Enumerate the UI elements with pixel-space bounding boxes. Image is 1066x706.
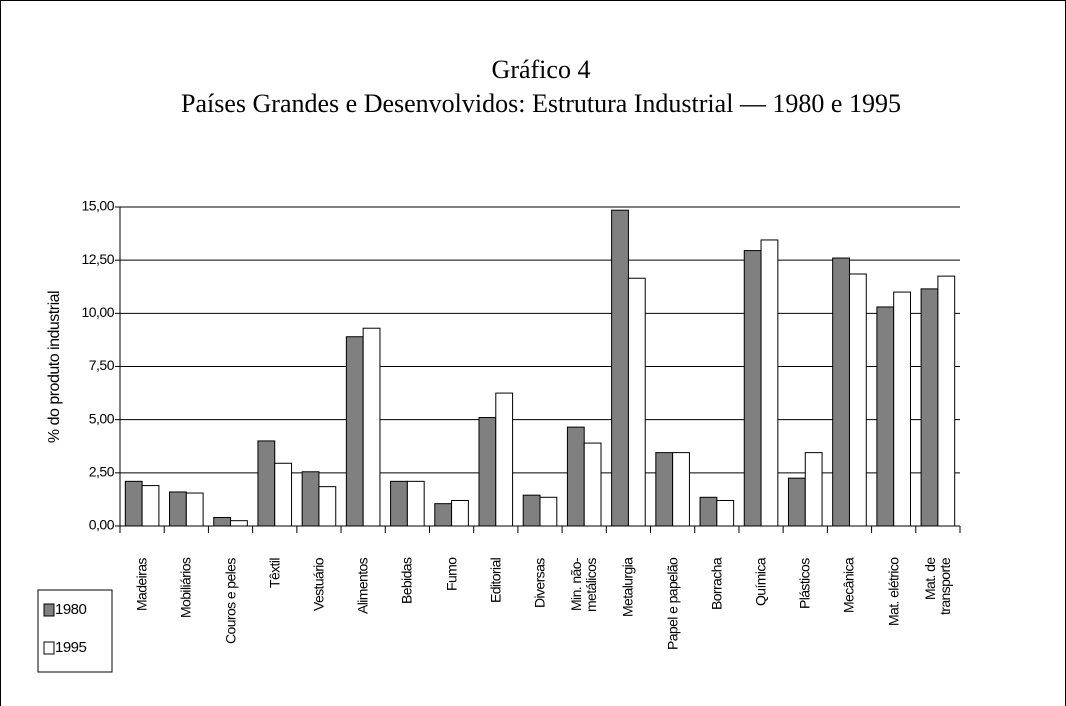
x-tick-label: Couros e peles <box>222 558 239 644</box>
x-tick-label: Mat. de transporte <box>921 558 953 616</box>
bar <box>876 306 895 527</box>
y-axis-label: % do produto industrial <box>46 291 63 443</box>
bar <box>257 440 276 527</box>
x-tick-label: Mecânica <box>840 558 857 614</box>
bar <box>434 503 453 527</box>
x-tick-label: Papel e papelão <box>664 558 681 651</box>
legend-swatch <box>43 603 55 617</box>
y-tick-label: 15,00 <box>81 198 114 214</box>
bar <box>804 452 823 527</box>
bar <box>362 327 381 527</box>
bar <box>213 516 232 527</box>
chart-title: Gráfico 4 <box>492 55 591 84</box>
x-tick-label: Diversas <box>531 558 548 608</box>
y-tick-label: 10,00 <box>81 304 114 320</box>
bar <box>230 520 248 527</box>
bar <box>893 291 911 527</box>
bar <box>495 392 514 527</box>
y-tick-label: 0,00 <box>89 517 115 533</box>
legend-label: 1980 <box>55 601 87 618</box>
bar <box>760 239 779 527</box>
y-tick-label: 7,50 <box>89 357 115 373</box>
bar <box>920 288 939 527</box>
bar <box>583 442 602 527</box>
bar <box>672 452 690 527</box>
x-tick-label: Alimentos <box>354 558 371 615</box>
x-tick-label: Editorial <box>487 558 504 604</box>
bar <box>611 209 629 527</box>
bar <box>124 480 143 527</box>
bar <box>699 496 718 527</box>
bar <box>627 277 646 527</box>
bar <box>655 452 674 527</box>
bar <box>345 336 364 527</box>
bar <box>478 417 497 527</box>
x-tick-label: Mat. elétrico <box>885 558 902 627</box>
x-tick-label: Metalurgia <box>619 558 636 618</box>
bar <box>169 491 187 527</box>
bar <box>390 480 408 527</box>
bar <box>185 492 204 527</box>
bar <box>141 485 160 527</box>
bar <box>318 486 337 527</box>
bar <box>566 426 585 527</box>
y-tick-label: 5,00 <box>89 410 115 426</box>
x-tick-label: Bebidas <box>398 558 415 605</box>
bar <box>274 462 293 527</box>
bar <box>522 494 541 527</box>
x-tick-label: Min. não-metálicos <box>568 558 600 612</box>
x-tick-label: Fumo <box>443 558 460 592</box>
x-tick-label: Plásticos <box>796 558 813 609</box>
x-tick-label: Madeiras <box>133 558 150 611</box>
bar <box>451 499 469 527</box>
bar <box>787 477 806 527</box>
bar <box>743 250 762 527</box>
y-tick-label: 12,50 <box>81 251 114 267</box>
legend-swatch <box>43 641 55 655</box>
x-tick-label: Mobiliários <box>177 558 194 619</box>
x-tick-label: Química <box>752 558 769 606</box>
chart-subtitle: Países Grandes e Desenvolvidos: Estrutur… <box>181 89 901 118</box>
bar <box>937 275 956 527</box>
bar <box>539 496 558 527</box>
x-tick-label: Têxtil <box>266 558 283 588</box>
bar <box>832 257 850 527</box>
bar <box>406 480 425 527</box>
bar <box>716 499 735 527</box>
y-tick-label: 2,50 <box>89 464 115 480</box>
bar <box>848 273 867 527</box>
x-tick-label: Borracha <box>708 558 725 611</box>
bar <box>301 471 320 527</box>
legend-label: 1995 <box>55 639 87 656</box>
x-tick-label: Vestuário <box>310 558 327 611</box>
